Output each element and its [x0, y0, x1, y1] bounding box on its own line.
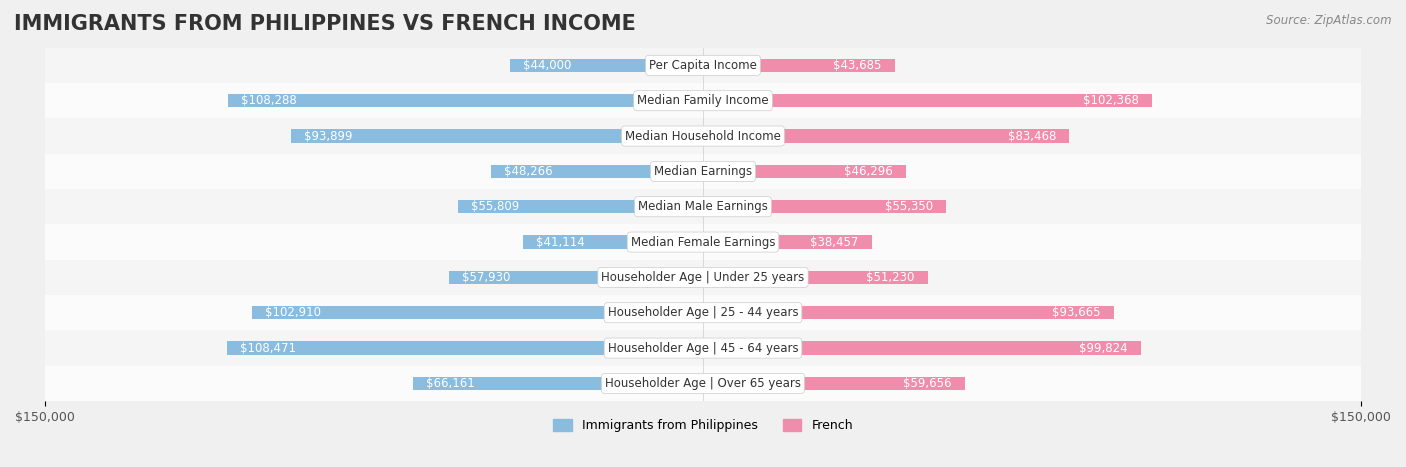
- Text: $48,266: $48,266: [505, 165, 553, 178]
- Bar: [458, 200, 703, 213]
- Text: $66,161: $66,161: [426, 377, 475, 390]
- Text: Householder Age | Over 65 years: Householder Age | Over 65 years: [605, 377, 801, 390]
- Text: Source: ZipAtlas.com: Source: ZipAtlas.com: [1267, 14, 1392, 27]
- Bar: [45, 189, 1361, 224]
- Legend: Immigrants from Philippines, French: Immigrants from Philippines, French: [548, 414, 858, 437]
- Text: $83,468: $83,468: [1008, 129, 1056, 142]
- Bar: [45, 83, 1361, 118]
- Bar: [703, 59, 894, 72]
- Text: $55,809: $55,809: [471, 200, 520, 213]
- Bar: [228, 94, 703, 107]
- Bar: [45, 118, 1361, 154]
- Bar: [45, 295, 1361, 331]
- Bar: [491, 165, 703, 178]
- Bar: [703, 200, 946, 213]
- Bar: [45, 154, 1361, 189]
- Text: Median Male Earnings: Median Male Earnings: [638, 200, 768, 213]
- Bar: [45, 154, 1361, 189]
- Text: Median Household Income: Median Household Income: [626, 129, 780, 142]
- Text: $55,350: $55,350: [884, 200, 932, 213]
- Text: Median Female Earnings: Median Female Earnings: [631, 235, 775, 248]
- Text: $108,471: $108,471: [240, 341, 297, 354]
- Bar: [703, 235, 872, 249]
- Bar: [703, 271, 928, 284]
- Bar: [45, 48, 1361, 83]
- Text: $99,824: $99,824: [1080, 341, 1128, 354]
- Bar: [523, 235, 703, 249]
- Bar: [45, 224, 1361, 260]
- Text: IMMIGRANTS FROM PHILIPPINES VS FRENCH INCOME: IMMIGRANTS FROM PHILIPPINES VS FRENCH IN…: [14, 14, 636, 34]
- Bar: [252, 306, 703, 319]
- Text: Householder Age | 45 - 64 years: Householder Age | 45 - 64 years: [607, 341, 799, 354]
- Bar: [413, 377, 703, 390]
- Bar: [45, 366, 1361, 401]
- Text: Median Family Income: Median Family Income: [637, 94, 769, 107]
- Text: $102,910: $102,910: [264, 306, 321, 319]
- Bar: [291, 129, 703, 143]
- Text: $108,288: $108,288: [240, 94, 297, 107]
- Text: $41,114: $41,114: [536, 235, 585, 248]
- Bar: [45, 118, 1361, 154]
- Text: $43,685: $43,685: [834, 59, 882, 72]
- Bar: [703, 306, 1114, 319]
- Bar: [45, 260, 1361, 295]
- Text: $59,656: $59,656: [903, 377, 952, 390]
- Text: $102,368: $102,368: [1083, 94, 1139, 107]
- Bar: [45, 260, 1361, 295]
- Bar: [510, 59, 703, 72]
- Text: $93,899: $93,899: [304, 129, 353, 142]
- Bar: [703, 94, 1152, 107]
- Bar: [449, 271, 703, 284]
- Bar: [703, 165, 905, 178]
- Text: Householder Age | Under 25 years: Householder Age | Under 25 years: [602, 271, 804, 284]
- Text: $93,665: $93,665: [1052, 306, 1101, 319]
- Bar: [45, 189, 1361, 224]
- Text: Per Capita Income: Per Capita Income: [650, 59, 756, 72]
- Bar: [703, 377, 965, 390]
- Text: $46,296: $46,296: [844, 165, 893, 178]
- Bar: [45, 48, 1361, 83]
- Text: Median Earnings: Median Earnings: [654, 165, 752, 178]
- Bar: [45, 224, 1361, 260]
- Bar: [45, 83, 1361, 118]
- Text: $38,457: $38,457: [810, 235, 859, 248]
- Text: $57,930: $57,930: [463, 271, 510, 284]
- Bar: [45, 366, 1361, 401]
- Bar: [703, 341, 1140, 355]
- Bar: [45, 331, 1361, 366]
- Bar: [703, 129, 1069, 143]
- Text: Householder Age | 25 - 44 years: Householder Age | 25 - 44 years: [607, 306, 799, 319]
- Text: $44,000: $44,000: [523, 59, 571, 72]
- Bar: [45, 331, 1361, 366]
- Bar: [228, 341, 703, 355]
- Text: $51,230: $51,230: [866, 271, 914, 284]
- Bar: [45, 295, 1361, 331]
